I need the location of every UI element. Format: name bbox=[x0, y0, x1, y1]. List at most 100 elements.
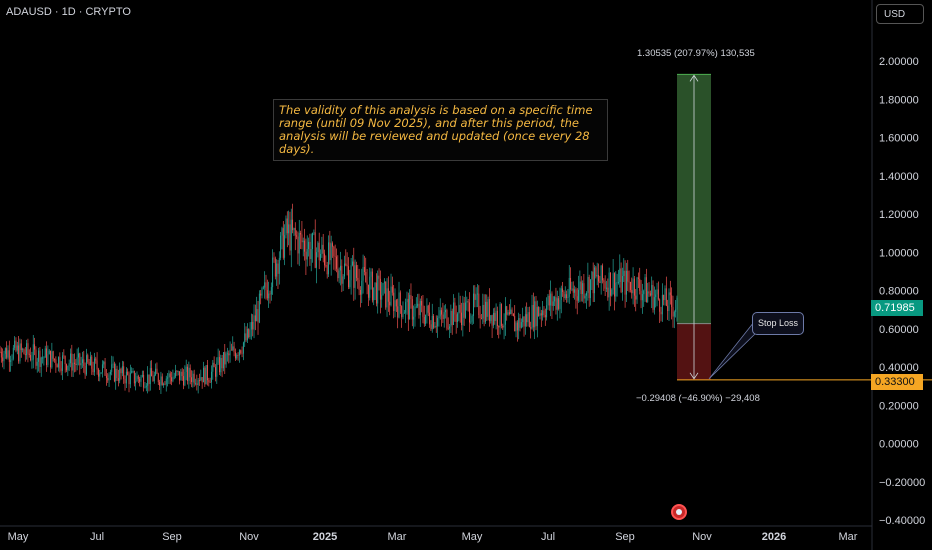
candle-body bbox=[455, 314, 457, 323]
currency-selector[interactable]: USD bbox=[876, 4, 924, 24]
candle-body bbox=[183, 376, 184, 386]
candle-body bbox=[143, 374, 145, 388]
candle-body bbox=[377, 275, 379, 304]
candle-body bbox=[101, 364, 103, 373]
candle-body bbox=[196, 383, 198, 385]
candle-body bbox=[103, 361, 105, 365]
position-tool[interactable] bbox=[677, 73, 711, 380]
candle-body bbox=[391, 286, 393, 293]
candle-body bbox=[264, 282, 266, 288]
candle-body bbox=[109, 371, 111, 375]
candle-body bbox=[129, 372, 131, 385]
candle-body bbox=[405, 302, 407, 313]
candle-body bbox=[526, 314, 528, 323]
candle-body bbox=[274, 258, 276, 277]
candle-body bbox=[91, 356, 93, 369]
candle-body bbox=[482, 304, 484, 319]
candle-body bbox=[538, 307, 540, 316]
candle-body bbox=[668, 292, 670, 312]
candle-body bbox=[55, 359, 57, 366]
candle-body bbox=[105, 375, 107, 379]
candle-body bbox=[208, 380, 210, 383]
candle-body bbox=[97, 369, 99, 377]
candle-body bbox=[181, 371, 183, 377]
candle-body bbox=[257, 309, 259, 323]
candle-body bbox=[258, 293, 260, 323]
candle-body bbox=[543, 310, 545, 315]
candle-body bbox=[330, 243, 332, 261]
candle-body bbox=[374, 282, 376, 288]
candle-body bbox=[575, 289, 577, 297]
candle-body bbox=[222, 352, 224, 369]
candle-body bbox=[403, 312, 405, 314]
candle-body bbox=[236, 354, 238, 359]
candle-body bbox=[302, 240, 304, 243]
candle-body bbox=[108, 374, 110, 381]
candle-body bbox=[266, 290, 268, 299]
candle-body bbox=[385, 281, 387, 308]
candle-body bbox=[245, 333, 247, 341]
candle-body bbox=[125, 371, 127, 384]
candle-body bbox=[54, 358, 55, 360]
candle-body bbox=[467, 301, 469, 303]
candle-body bbox=[361, 280, 363, 295]
candle-body bbox=[2, 357, 4, 362]
candle-body bbox=[624, 270, 626, 295]
earnings-icon[interactable] bbox=[671, 504, 687, 520]
candle-body bbox=[47, 354, 49, 365]
candle-body bbox=[28, 353, 30, 356]
candle-body bbox=[370, 271, 372, 277]
candle-body bbox=[128, 374, 130, 385]
candle-body bbox=[603, 280, 605, 282]
candle-body bbox=[369, 276, 371, 298]
candle-body bbox=[16, 345, 18, 351]
candle-body bbox=[381, 295, 383, 300]
x-tick-label: May bbox=[462, 531, 483, 543]
candle-body bbox=[289, 224, 291, 251]
candle-body bbox=[508, 312, 510, 315]
candle-body bbox=[441, 310, 443, 315]
candle-body bbox=[587, 276, 589, 293]
candle-body bbox=[176, 370, 178, 372]
candle-body bbox=[519, 318, 521, 328]
candle-body bbox=[478, 293, 480, 315]
y-tick-label: 1.80000 bbox=[879, 94, 919, 106]
candle-body bbox=[371, 271, 373, 301]
candle-body bbox=[161, 376, 163, 385]
candle-body bbox=[159, 382, 161, 386]
candle-body bbox=[173, 376, 175, 378]
candle-body bbox=[590, 279, 591, 299]
candle-body bbox=[568, 277, 570, 297]
candle-body bbox=[8, 350, 10, 362]
candle-body bbox=[290, 219, 292, 251]
candle-body bbox=[402, 313, 404, 318]
analysis-note[interactable]: The validity of this analysis is based o… bbox=[273, 99, 608, 161]
candle-body bbox=[30, 355, 32, 361]
candle-body bbox=[273, 257, 275, 259]
candle-body bbox=[300, 233, 302, 235]
candle-body bbox=[107, 378, 109, 381]
candle-body bbox=[155, 368, 157, 375]
symbol-title[interactable]: ADAUSD · 1D · CRYPTO bbox=[6, 6, 131, 18]
time-axis[interactable]: May Jul Sep Nov 2025 Mar May Jul Sep Nov 2026 Mar bbox=[8, 531, 858, 543]
stop-loss-callout[interactable]: Stop Loss bbox=[752, 312, 804, 335]
candle-body bbox=[67, 365, 69, 371]
candle-body bbox=[99, 373, 101, 377]
candle-body bbox=[591, 271, 593, 280]
x-tick-label: Jul bbox=[541, 531, 555, 543]
candle-body bbox=[320, 253, 321, 261]
candle-body bbox=[520, 322, 522, 328]
candle-body bbox=[446, 309, 448, 329]
candle-body bbox=[151, 368, 153, 377]
candle-body bbox=[357, 277, 359, 280]
candle-body bbox=[422, 305, 424, 317]
candle-body bbox=[550, 293, 552, 306]
candle-body bbox=[42, 357, 44, 359]
candle-body bbox=[673, 311, 675, 317]
candle-body bbox=[454, 302, 456, 315]
candle-body bbox=[649, 293, 651, 296]
candle-body bbox=[672, 307, 674, 317]
x-tick-label: Jul bbox=[90, 531, 104, 543]
